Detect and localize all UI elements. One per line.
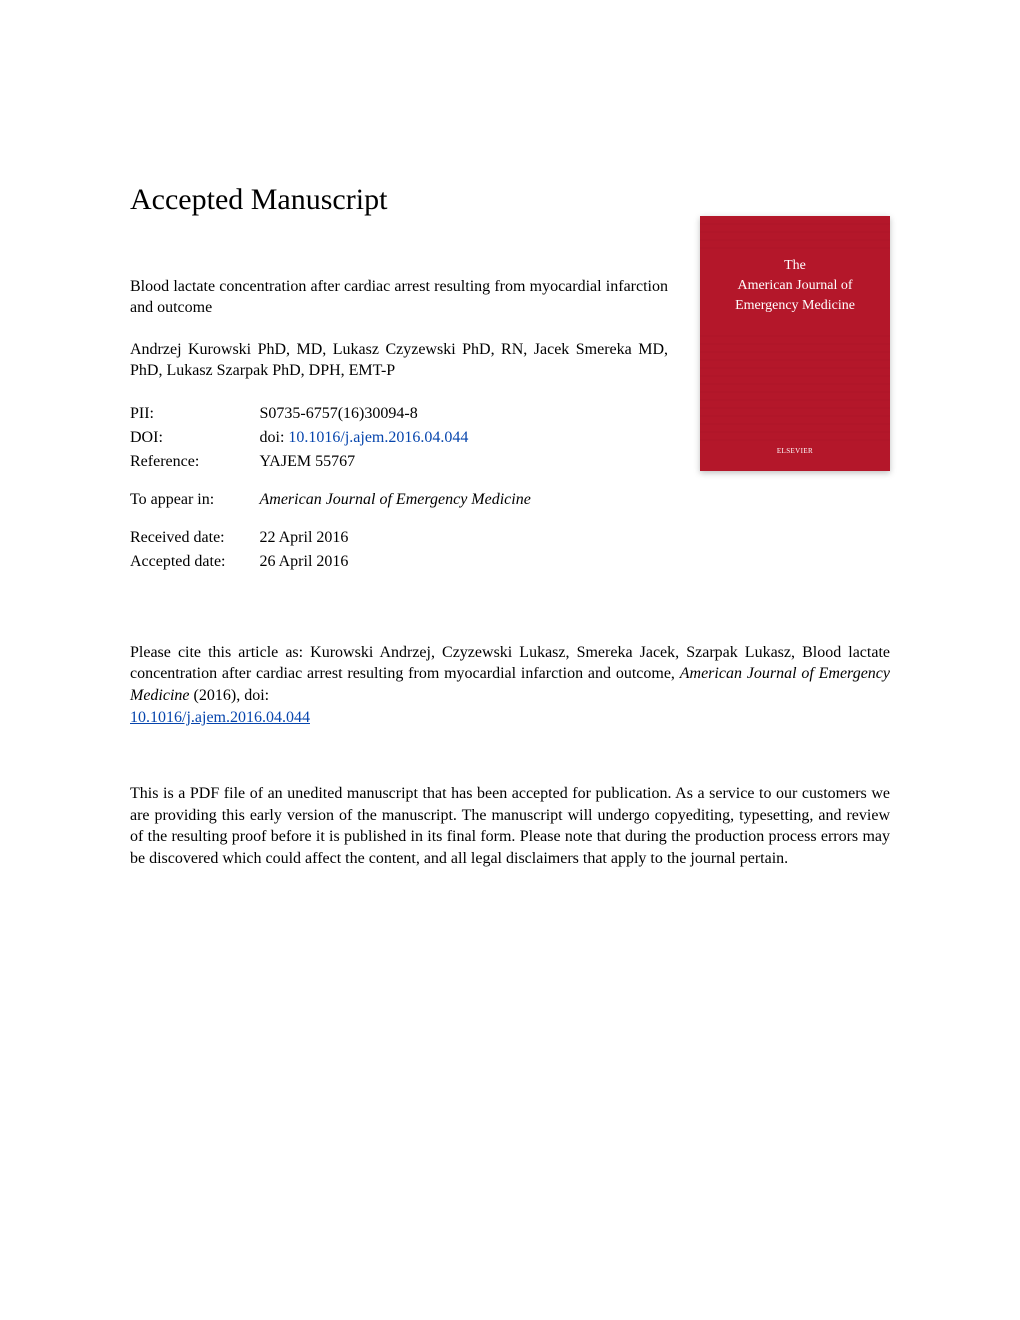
reference-value: YAJEM 55767 <box>260 450 565 474</box>
authors-list: Andrzej Kurowski PhD, MD, Lukasz Czyzews… <box>130 339 668 382</box>
table-row: Reference: YAJEM 55767 <box>130 450 565 474</box>
page-heading: Accepted Manuscript <box>130 180 890 221</box>
cover-line-1: The <box>784 258 806 273</box>
cover-publisher: ELSEVIER <box>700 447 890 456</box>
accepted-value: 26 April 2016 <box>260 550 565 574</box>
table-row: DOI: doi: 10.1016/j.ajem.2016.04.044 <box>130 426 565 450</box>
doi-prefix: doi: <box>260 429 289 446</box>
table-row: Received date: 22 April 2016 <box>130 526 565 550</box>
metadata-table: PII: S0735-6757(16)30094-8 DOI: doi: 10.… <box>130 402 565 574</box>
pii-label: PII: <box>130 402 260 426</box>
article-metadata-column: Blood lactate concentration after cardia… <box>130 276 668 574</box>
table-row: To appear in: American Journal of Emerge… <box>130 488 565 512</box>
cover-background-icon <box>700 216 890 471</box>
reference-label: Reference: <box>130 450 260 474</box>
doi-label: DOI: <box>130 426 260 450</box>
received-value: 22 April 2016 <box>260 526 565 550</box>
doi-value: doi: 10.1016/j.ajem.2016.04.044 <box>260 426 565 450</box>
cover-title: The American Journal of Emergency Medici… <box>700 256 890 317</box>
top-block: Blood lactate concentration after cardia… <box>130 276 890 574</box>
disclaimer-paragraph: This is a PDF file of an unedited manusc… <box>130 783 890 869</box>
appear-value: American Journal of Emergency Medicine <box>260 488 565 512</box>
appear-label: To appear in: <box>130 488 260 512</box>
table-row: Accepted date: 26 April 2016 <box>130 550 565 574</box>
table-row: PII: S0735-6757(16)30094-8 <box>130 402 565 426</box>
citation-doi-link[interactable]: 10.1016/j.ajem.2016.04.044 <box>130 709 310 726</box>
received-label: Received date: <box>130 526 260 550</box>
journal-cover: The American Journal of Emergency Medici… <box>700 216 890 471</box>
pii-value: S0735-6757(16)30094-8 <box>260 402 565 426</box>
doi-link[interactable]: 10.1016/j.ajem.2016.04.044 <box>288 429 468 446</box>
accepted-label: Accepted date: <box>130 550 260 574</box>
citation-year: (2016), doi: <box>190 687 270 704</box>
article-title: Blood lactate concentration after cardia… <box>130 276 668 319</box>
cover-line-3: Emergency Medicine <box>735 298 855 313</box>
citation-paragraph: Please cite this article as: Kurowski An… <box>130 642 890 728</box>
cover-line-2: American Journal of <box>737 278 852 293</box>
